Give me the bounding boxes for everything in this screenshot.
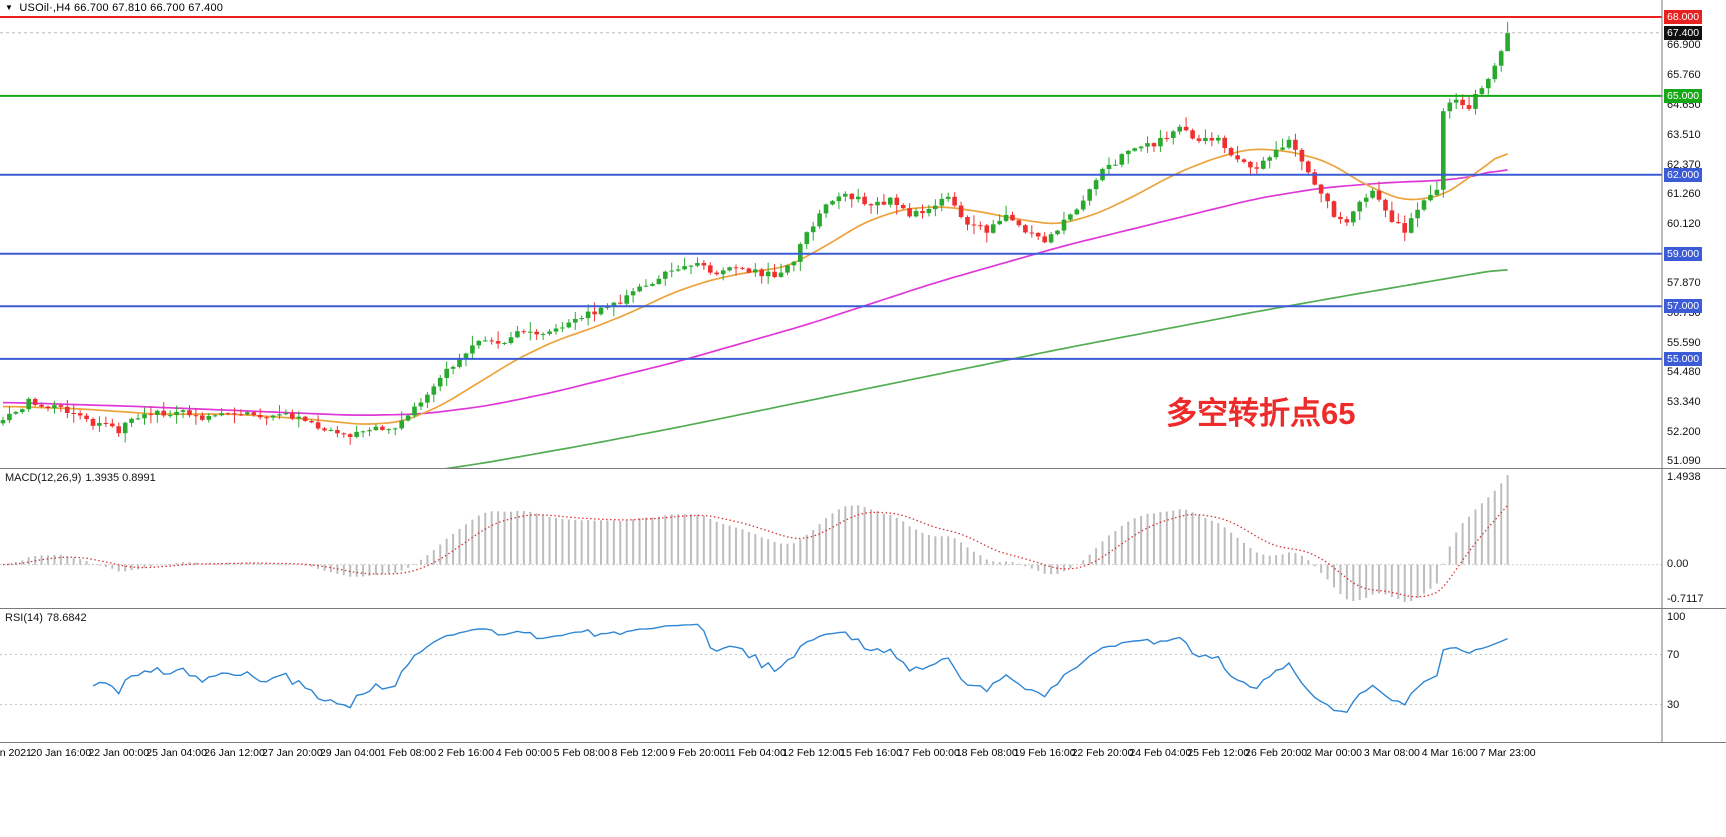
macd-chart-canvas[interactable] [0,469,1726,608]
macd-signal-line[interactable] [2,504,1509,598]
ohlc-values: 66.700 67.810 66.700 67.400 [73,2,224,14]
price-tick-label: 55.590 [1667,336,1701,349]
macd-indicator-panel: MACD(12,26,9) 1.3935 0.8991 1.4938 0.00 -0.… [0,469,1726,609]
rsi-line[interactable] [92,623,1508,713]
macd-axis-max: 1.4938 [1667,471,1701,483]
time-label: 29 Jan 04:00 [319,747,381,759]
candles[interactable] [0,22,1510,445]
ma-mid-line[interactable] [2,169,1508,416]
time-label: 5 Feb 08:00 [553,747,610,759]
time-label: 11 Feb 04:00 [724,747,786,759]
macd-histogram[interactable] [3,475,1509,602]
time-label: 24 Feb 04:00 [1129,747,1192,759]
time-label: 18 Feb 08:00 [955,747,1018,759]
price-tick-label: 51.090 [1667,455,1701,468]
time-label: 8 Feb 12:00 [611,747,668,759]
price-tick-label: 52.200 [1667,426,1701,439]
time-label: 22 Feb 20:00 [1071,747,1134,759]
time-label: 3 Mar 08:00 [1363,747,1420,759]
time-label: 19 Feb 16:00 [1013,747,1076,759]
price-tick-label: 60.120 [1667,217,1701,230]
time-label: 25 Jan 04:00 [146,747,207,759]
time-label: 19 Jan 2021 [0,747,32,759]
rsi-axis-upper: 70 [1667,648,1680,661]
rsi-axis-lower: 30 [1667,698,1680,711]
price-tick-label: 66.900 [1667,39,1701,52]
macd-axis-zero: 0.00 [1667,557,1689,570]
time-label: 2 Feb 16:00 [437,747,494,759]
time-label: 4 Feb 00:00 [495,747,552,759]
macd-axis-min: -0.7117 [1667,593,1704,605]
time-label: 15 Feb 16:00 [840,747,902,759]
time-label: 9 Feb 20:00 [669,747,726,759]
candlestick-chart-canvas[interactable] [0,0,1726,468]
ma-fast-line[interactable] [2,148,1508,425]
price-tick-label: 54.480 [1667,366,1701,379]
price-chart-panel: 多空转折点65 68.000 65.000 62.000 59.000 57.000 55… [0,0,1726,469]
time-label: 27 Jan 20:00 [261,747,323,759]
time-label: 7 Mar 23:00 [1479,747,1536,759]
price-line-badge: 62.000 [1664,167,1703,182]
time-label: 20 Jan 16:00 [30,747,92,759]
ma-slow-line[interactable] [260,268,1508,468]
rsi-value: 78.6842 [46,612,87,624]
time-label: 17 Feb 00:00 [897,747,960,759]
time-label: 1 Feb 08:00 [380,747,437,759]
symbol-name: USOil·,H4 [19,2,71,14]
price-tick-label: 62.370 [1667,158,1701,171]
time-label: 22 Jan 00:00 [88,747,150,759]
current-price-badge: 67.400 [1664,25,1703,40]
rsi-chart-canvas[interactable] [0,609,1726,742]
dropdown-arrow-icon[interactable]: ▼ [5,3,14,12]
time-label: 26 Jan 12:00 [204,747,265,759]
time-label: 2 Mar 00:00 [1305,747,1363,759]
rsi-axis-top: 100 [1667,611,1686,623]
macd-values: 1.3935 0.8991 [85,472,156,484]
time-label: 25 Feb 12:00 [1187,747,1250,759]
price-line-badge: 57.000 [1664,299,1703,314]
price-line-badge: 59.000 [1664,246,1703,261]
rsi-indicator-panel: RSI(14) 78.6842 100 70 30 [0,609,1726,743]
price-line-badge: 65.000 [1664,88,1703,103]
macd-name: MACD(12,26,9) [5,472,82,484]
price-tick-label: 65.760 [1667,69,1701,82]
time-label: 26 Feb 20:00 [1245,747,1308,759]
price-tick-label: 53.340 [1667,396,1701,409]
price-tick-label: 57.870 [1667,276,1701,289]
price-line-badge: 55.000 [1664,351,1703,366]
price-tick-label: 61.260 [1667,187,1701,200]
macd-label: MACD(12,26,9) 1.3935 0.8991 [5,472,160,484]
symbol-info-bar: ▼ USOil·,H4 66.700 67.810 66.700 67.400 [5,2,223,14]
rsi-label: RSI(14) 78.6842 [5,612,91,624]
price-line-badge: 68.000 [1664,10,1703,24]
time-label: 4 Mar 16:00 [1421,747,1478,759]
time-label: 12 Feb 12:00 [782,747,845,759]
rsi-name: RSI(14) [5,612,43,624]
chart-annotation: 多空转折点65 [1166,396,1356,431]
price-tick-label: 63.510 [1667,128,1701,141]
